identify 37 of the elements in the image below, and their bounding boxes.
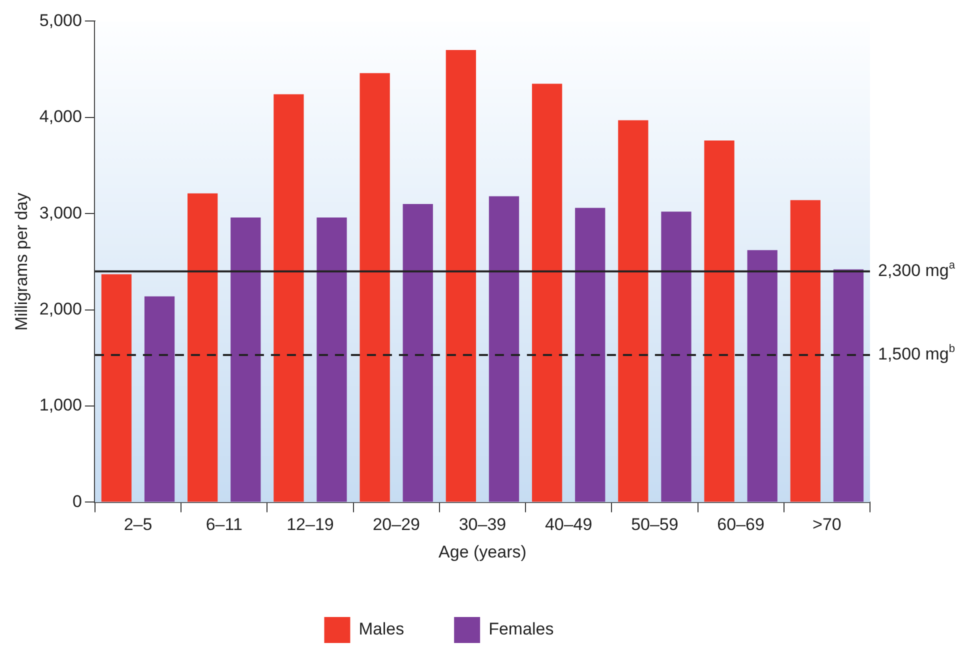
y-tick-label: 5,000 <box>39 10 82 30</box>
bar <box>704 140 734 502</box>
bar <box>101 274 132 502</box>
x-tick-label: 60–69 <box>717 515 764 534</box>
x-tick-label: 6–11 <box>206 515 242 534</box>
legend-label: Females <box>488 620 554 639</box>
bar <box>532 84 562 502</box>
bar <box>360 73 390 502</box>
x-tick-label: 50–59 <box>631 515 678 534</box>
x-tick-label: 20–29 <box>372 515 420 534</box>
x-tick-label: 30–39 <box>458 515 506 534</box>
bar <box>316 217 347 502</box>
bar <box>488 196 520 502</box>
bar <box>747 250 778 502</box>
y-axis-title: Milligrams per day <box>12 192 31 331</box>
y-tick-label: 1,000 <box>39 396 82 415</box>
bar <box>230 217 261 502</box>
bar <box>144 296 175 502</box>
legend-label: Males <box>358 620 404 639</box>
y-tick-label: 0 <box>72 492 82 511</box>
bar <box>790 200 820 502</box>
bar <box>833 269 864 502</box>
bar <box>274 94 304 502</box>
y-tick-label: 4,000 <box>39 107 82 126</box>
bar <box>446 50 476 502</box>
x-tick-label: 12–19 <box>286 515 334 534</box>
bar <box>575 208 606 502</box>
x-tick-label: 40–49 <box>544 515 592 534</box>
x-tick-label: 2–5 <box>124 515 152 534</box>
x-axis-title: Age (years) <box>438 542 526 562</box>
y-tick-label: 2,000 <box>39 299 82 318</box>
y-tick-label: 3,000 <box>39 203 82 222</box>
x-tick-label: >70 <box>812 515 842 534</box>
bar <box>402 204 433 502</box>
bar <box>661 212 692 502</box>
bar <box>188 193 218 502</box>
bar <box>618 120 648 502</box>
